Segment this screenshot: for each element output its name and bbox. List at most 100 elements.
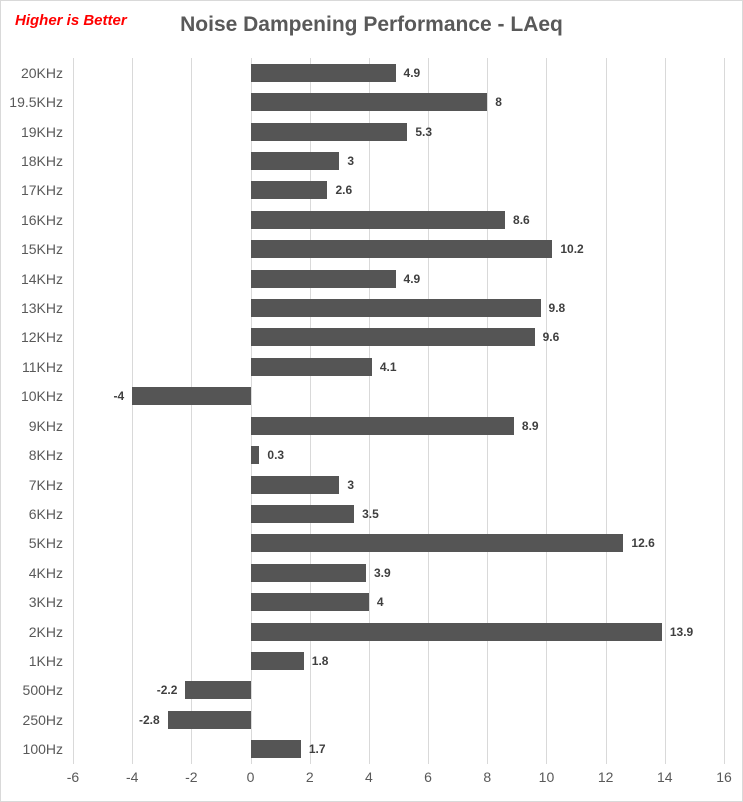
y-axis-category-label: 11KHz <box>22 358 63 375</box>
y-axis-category-label: 16KHz <box>20 211 63 228</box>
value-label: -4 <box>113 389 125 404</box>
bar-row: 1.7 <box>73 735 724 764</box>
y-axis-category-label: 250Hz <box>22 711 63 728</box>
gridline <box>368 58 370 764</box>
chart-title: Noise Dampening Performance - LAeq <box>180 13 563 36</box>
bar <box>250 328 535 347</box>
bar <box>250 446 260 465</box>
bar-row: 3 <box>73 146 724 175</box>
bar <box>250 151 340 170</box>
value-label: -2.2 <box>156 683 178 698</box>
y-axis-category-label: 100Hz <box>22 741 63 758</box>
value-label: 4.9 <box>403 271 421 286</box>
higher-is-better-annotation: Higher is Better <box>15 12 127 29</box>
x-axis-tick-label: 12 <box>597 769 614 785</box>
y-axis-category-label: 19KHz <box>20 123 63 140</box>
bar <box>185 681 251 700</box>
bar <box>250 122 408 141</box>
x-axis-tick-label: 10 <box>538 769 555 785</box>
value-label: 8 <box>495 95 502 110</box>
bar-row: -4 <box>73 382 724 411</box>
bar-row: -2.8 <box>73 705 724 734</box>
gridline <box>250 58 252 764</box>
bar-row: 0.3 <box>73 440 724 469</box>
value-label: 2.6 <box>335 183 353 198</box>
bar-row: 1.8 <box>73 646 724 675</box>
gridline <box>428 58 430 764</box>
value-label: 0.3 <box>267 448 285 463</box>
value-label: 1.8 <box>311 654 329 669</box>
y-axis-category-label: 17KHz <box>20 182 63 199</box>
bar <box>250 181 328 200</box>
bar <box>167 710 251 729</box>
bar <box>250 563 366 582</box>
y-axis-category-label: 13KHz <box>20 300 63 317</box>
bar <box>250 240 553 259</box>
value-label: 12.6 <box>631 536 655 551</box>
y-axis-category-labels: 20KHz 19.5KHz 19KHz 18KHz 17KHz 16KHz 15KHz 14K… <box>1 58 63 764</box>
value-label: 1.7 <box>308 742 326 757</box>
bar <box>250 504 355 523</box>
bar <box>250 740 301 759</box>
y-axis-category-label: 6KHz <box>28 505 63 522</box>
bar <box>250 416 514 435</box>
y-axis-category-label: 2KHz <box>28 623 63 640</box>
y-axis-category-label: 3KHz <box>28 594 63 611</box>
y-axis-category-label: 1KHz <box>28 653 63 670</box>
gridline <box>191 58 193 764</box>
bar-row: 8 <box>73 87 724 116</box>
bar-row: 9.6 <box>73 323 724 352</box>
bar <box>250 622 662 641</box>
y-axis-category-label: 5KHz <box>28 535 63 552</box>
bar <box>250 210 505 229</box>
bar-row: 8.6 <box>73 205 724 234</box>
value-label: 3.5 <box>362 506 379 521</box>
x-axis-tick-label: 16 <box>716 769 732 785</box>
value-label: 4.1 <box>379 359 397 374</box>
x-axis-tick-label: -2 <box>185 769 198 785</box>
bar <box>250 357 372 376</box>
x-axis-tick-label: 8 <box>483 769 492 785</box>
x-axis-tick-labels: -6 -4 -2 0 2 4 6 8 10 12 14 16 <box>67 769 732 789</box>
bar-row: -2.2 <box>73 676 724 705</box>
gridline <box>309 58 311 764</box>
bar <box>250 475 340 494</box>
value-label: 4 <box>376 595 384 610</box>
value-label: 5.3 <box>415 124 433 139</box>
bar <box>250 299 541 318</box>
y-axis-category-label: 12KHz <box>20 329 63 346</box>
value-label: 8.6 <box>513 212 530 227</box>
bar <box>250 93 488 112</box>
y-axis-category-label: 500Hz <box>22 682 63 699</box>
gridline <box>487 58 489 764</box>
bar <box>250 534 624 553</box>
value-label: 9.6 <box>542 330 560 345</box>
value-label: 10.2 <box>560 242 584 257</box>
bar-row: 3 <box>73 470 724 499</box>
plot-area: 4.9 8 5.3 3 2.6 8.6 10.2 4.9 9.8 9.6 4.1 -4 8.9 0.3 3 3… <box>73 58 725 764</box>
gridline <box>724 58 725 764</box>
y-axis-category-label: 4KHz <box>28 564 63 581</box>
x-axis-tick-label: 4 <box>365 769 373 785</box>
y-axis-category-label: 18KHz <box>20 152 63 169</box>
bar <box>250 593 369 612</box>
x-axis-tick-label: 6 <box>424 769 432 785</box>
value-label: -2.8 <box>139 712 160 727</box>
y-axis-category-label: 10KHz <box>20 388 63 405</box>
bar-row: 9.8 <box>73 293 724 322</box>
gridline <box>132 58 134 764</box>
x-axis-tick-label: 14 <box>657 769 673 785</box>
value-label: 8.9 <box>521 418 539 433</box>
bar-row: 4.9 <box>73 58 724 87</box>
bar-row: 13.9 <box>73 617 724 646</box>
bar-row: 2.6 <box>73 176 724 205</box>
value-label: 3 <box>347 153 354 168</box>
y-axis-category-label: 7KHz <box>28 476 63 493</box>
bar-row: 8.9 <box>73 411 724 440</box>
y-axis-category-label: 9KHz <box>28 417 63 434</box>
gridline <box>73 58 74 764</box>
value-label: 3.9 <box>373 565 391 580</box>
bar-row: 4.1 <box>73 352 724 381</box>
y-axis-category-label: 14KHz <box>20 270 63 287</box>
